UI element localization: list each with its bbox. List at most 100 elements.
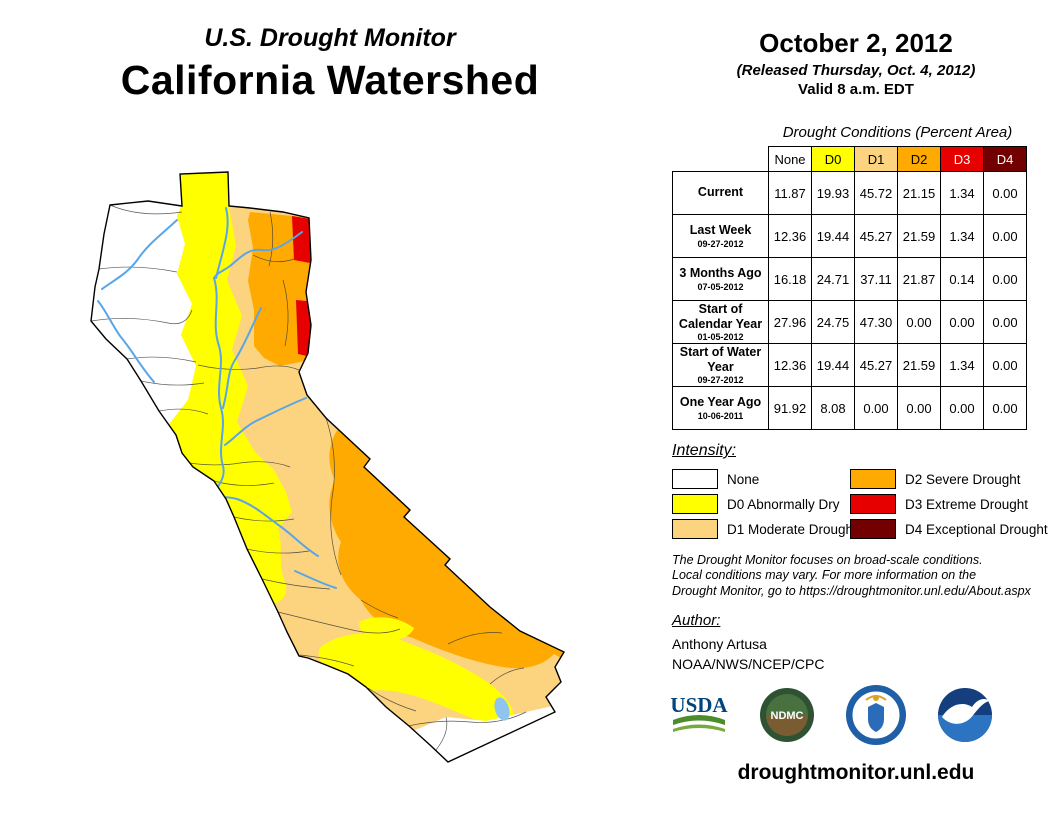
- swatch-none: [672, 469, 718, 489]
- cell-value: 0.00: [983, 343, 1027, 387]
- agency-logos: USDA NDMC: [668, 683, 1038, 747]
- map-region-d0-south-patch: [359, 617, 414, 641]
- map-region-none-northwest: [91, 188, 196, 432]
- watershed-boundaries: [91, 204, 527, 751]
- row-label: 3 Months Ago 07-05-2012: [672, 257, 769, 301]
- legend-item-d3: D3 Extreme Drought: [850, 494, 1050, 514]
- legend-item-d4: D4 Exceptional Drought: [850, 519, 1050, 539]
- legend-item-d2: D2 Severe Drought: [850, 469, 1050, 489]
- swatch-d1: [672, 519, 718, 539]
- cell-value: 8.08: [811, 386, 855, 430]
- cell-value: 1.34: [940, 214, 984, 258]
- author-org: NOAA/NWS/NCEP/CPC: [672, 656, 825, 672]
- table-caption: Drought Conditions (Percent Area): [782, 124, 1013, 141]
- cell-value: 0.00: [897, 386, 941, 430]
- cell-value: 0.00: [854, 386, 898, 430]
- ndmc-logo: NDMC: [760, 688, 814, 742]
- cell-value: 21.87: [897, 257, 941, 301]
- cell-value: 0.00: [983, 300, 1027, 344]
- drought-conditions-table: None D0 D1 D2 D3 D4 Current 11.87 19.93 …: [672, 146, 1027, 430]
- cell-value: 21.15: [897, 171, 941, 215]
- cell-value: 0.00: [983, 257, 1027, 301]
- date-block: October 2, 2012 (Released Thursday, Oct.…: [660, 28, 1052, 98]
- row-label: Start of Calendar Year 01-05-2012: [672, 300, 769, 344]
- map-region-none-south: [408, 705, 559, 762]
- cell-value: 24.75: [811, 300, 855, 344]
- author-name: Anthony Artusa: [672, 636, 767, 652]
- table-row: Last Week 09-27-2012 12.36 19.44 45.27 2…: [672, 214, 1027, 258]
- author-heading: Author:: [672, 612, 721, 629]
- valid-time: Valid 8 a.m. EDT: [798, 81, 914, 98]
- cell-value: 0.00: [983, 214, 1027, 258]
- table-row: Start of Water Year 09-27-2012 12.36 19.…: [672, 343, 1027, 387]
- map-region-d3-strip-lower: [296, 300, 316, 358]
- release-date: (Released Thursday, Oct. 4, 2012): [736, 62, 976, 79]
- cell-value: 0.00: [940, 386, 984, 430]
- legend-title: Intensity:: [672, 442, 737, 459]
- cell-value: 24.71: [811, 257, 855, 301]
- cell-value: 19.44: [811, 214, 855, 258]
- map-region-d0-south-band: [318, 633, 514, 725]
- cell-value: 0.00: [897, 300, 941, 344]
- map-date: October 2, 2012: [759, 28, 953, 58]
- cell-value: 37.11: [854, 257, 898, 301]
- svg-text:USDA: USDA: [670, 693, 728, 717]
- legend-item-d1: D1 Moderate Drought: [672, 519, 857, 539]
- page-title: California Watershed: [120, 57, 540, 103]
- report-title: U.S. Drought Monitor: [204, 24, 456, 52]
- row-label: Start of Water Year 09-27-2012: [672, 343, 769, 387]
- swatch-d0: [672, 494, 718, 514]
- table-row: Current 11.87 19.93 45.72 21.15 1.34 0.0…: [672, 171, 1027, 215]
- map-region-d3-strip-upper: [292, 216, 316, 264]
- droughtmonitor-url: droughtmonitor.unl.edu: [737, 761, 975, 784]
- table-header-row: None D0 D1 D2 D3 D4: [673, 146, 1027, 172]
- map-svg: [90, 171, 565, 763]
- cell-value: 0.00: [983, 386, 1027, 430]
- cell-value: 11.87: [768, 171, 812, 215]
- table-row: One Year Ago 10-06-2011 91.92 8.08 0.00 …: [672, 386, 1027, 430]
- map-region-d0-north: [166, 172, 292, 542]
- table-row: 3 Months Ago 07-05-2012 16.18 24.71 37.1…: [672, 257, 1027, 301]
- swatch-d4: [850, 519, 896, 539]
- cell-value: 12.36: [768, 214, 812, 258]
- col-header-d0: D0: [811, 146, 855, 172]
- state-outline: [90, 171, 565, 763]
- cell-value: 1.34: [940, 343, 984, 387]
- cell-value: 21.59: [897, 343, 941, 387]
- col-header-d3: D3: [940, 146, 984, 172]
- cell-value: 27.96: [768, 300, 812, 344]
- cell-value: 16.18: [768, 257, 812, 301]
- cell-value: 45.72: [854, 171, 898, 215]
- cell-value: 0.00: [983, 171, 1027, 215]
- cell-value: 21.59: [897, 214, 941, 258]
- cell-value: 0.00: [940, 300, 984, 344]
- cell-value: 45.27: [854, 214, 898, 258]
- doc-seal-logo: [846, 685, 906, 745]
- usda-logo: USDA: [670, 693, 728, 732]
- intensity-legend: Intensity: None D2 Severe Drought D0 Abn…: [672, 442, 1050, 539]
- author-block: Author: Anthony Artusa NOAA/NWS/NCEP/CPC: [672, 612, 824, 672]
- col-header-none: None: [768, 146, 812, 172]
- cell-value: 91.92: [768, 386, 812, 430]
- info-panel: October 2, 2012 (Released Thursday, Oct.…: [660, 0, 1052, 816]
- salton-sea: [494, 697, 510, 721]
- cell-value: 12.36: [768, 343, 812, 387]
- swatch-d2: [850, 469, 896, 489]
- legend-item-none: None: [672, 469, 850, 489]
- cell-value: 1.34: [940, 171, 984, 215]
- california-watershed-map: [78, 160, 608, 810]
- noaa-logo: [938, 688, 992, 742]
- col-header-d2: D2: [897, 146, 941, 172]
- cell-value: 0.14: [940, 257, 984, 301]
- col-header-d4: D4: [983, 146, 1027, 172]
- legend-item-d0: D0 Abnormally Dry: [672, 494, 850, 514]
- disclaimer-text: The Drought Monitor focuses on broad-sca…: [672, 553, 1031, 598]
- cell-value: 19.93: [811, 171, 855, 215]
- table-corner-cell: [673, 147, 769, 172]
- title-block: U.S. Drought Monitor California Watershe…: [90, 24, 570, 104]
- col-header-d1: D1: [854, 146, 898, 172]
- table-row: Start of Calendar Year 01-05-2012 27.96 …: [672, 300, 1027, 344]
- swatch-d3: [850, 494, 896, 514]
- row-label: Current: [672, 171, 769, 215]
